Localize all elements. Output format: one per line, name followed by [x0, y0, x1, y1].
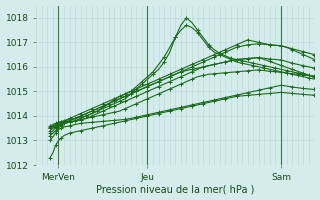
X-axis label: Pression niveau de la mer( hPa ): Pression niveau de la mer( hPa ): [96, 184, 254, 194]
